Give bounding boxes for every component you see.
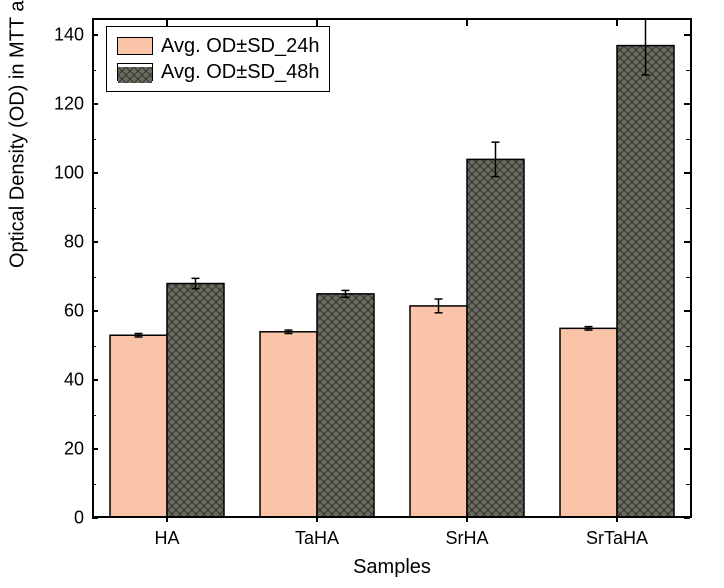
legend-item-48h: Avg. OD±SD_48h	[117, 59, 319, 85]
legend: Avg. OD±SD_24h Avg. OD±SD_48h	[106, 26, 330, 92]
legend-label-24h: Avg. OD±SD_24h	[161, 33, 319, 59]
x-tick-label: SrTaHA	[586, 528, 648, 549]
x-axis-label: Samples	[353, 556, 431, 579]
y-tick-label: 140	[54, 25, 84, 46]
y-tick-label: 60	[64, 301, 84, 322]
legend-swatch-24h	[117, 37, 153, 55]
y-tick-label: 0	[74, 508, 84, 529]
y-tick-label: 120	[54, 94, 84, 115]
x-tick-label: SrHA	[445, 528, 488, 549]
legend-swatch-48h	[117, 63, 153, 81]
y-tick-label: 100	[54, 163, 84, 184]
y-tick-label: 40	[64, 370, 84, 391]
plot-area	[92, 18, 692, 518]
y-axis-label: Optical Density (OD) in MTT assay	[7, 0, 30, 268]
x-tick-label: HA	[154, 528, 179, 549]
legend-label-48h: Avg. OD±SD_48h	[161, 59, 319, 85]
x-tick-label: TaHA	[295, 528, 339, 549]
plot-border	[92, 18, 692, 518]
y-tick-label: 80	[64, 232, 84, 253]
legend-item-24h: Avg. OD±SD_24h	[117, 33, 319, 59]
y-tick-label: 20	[64, 439, 84, 460]
